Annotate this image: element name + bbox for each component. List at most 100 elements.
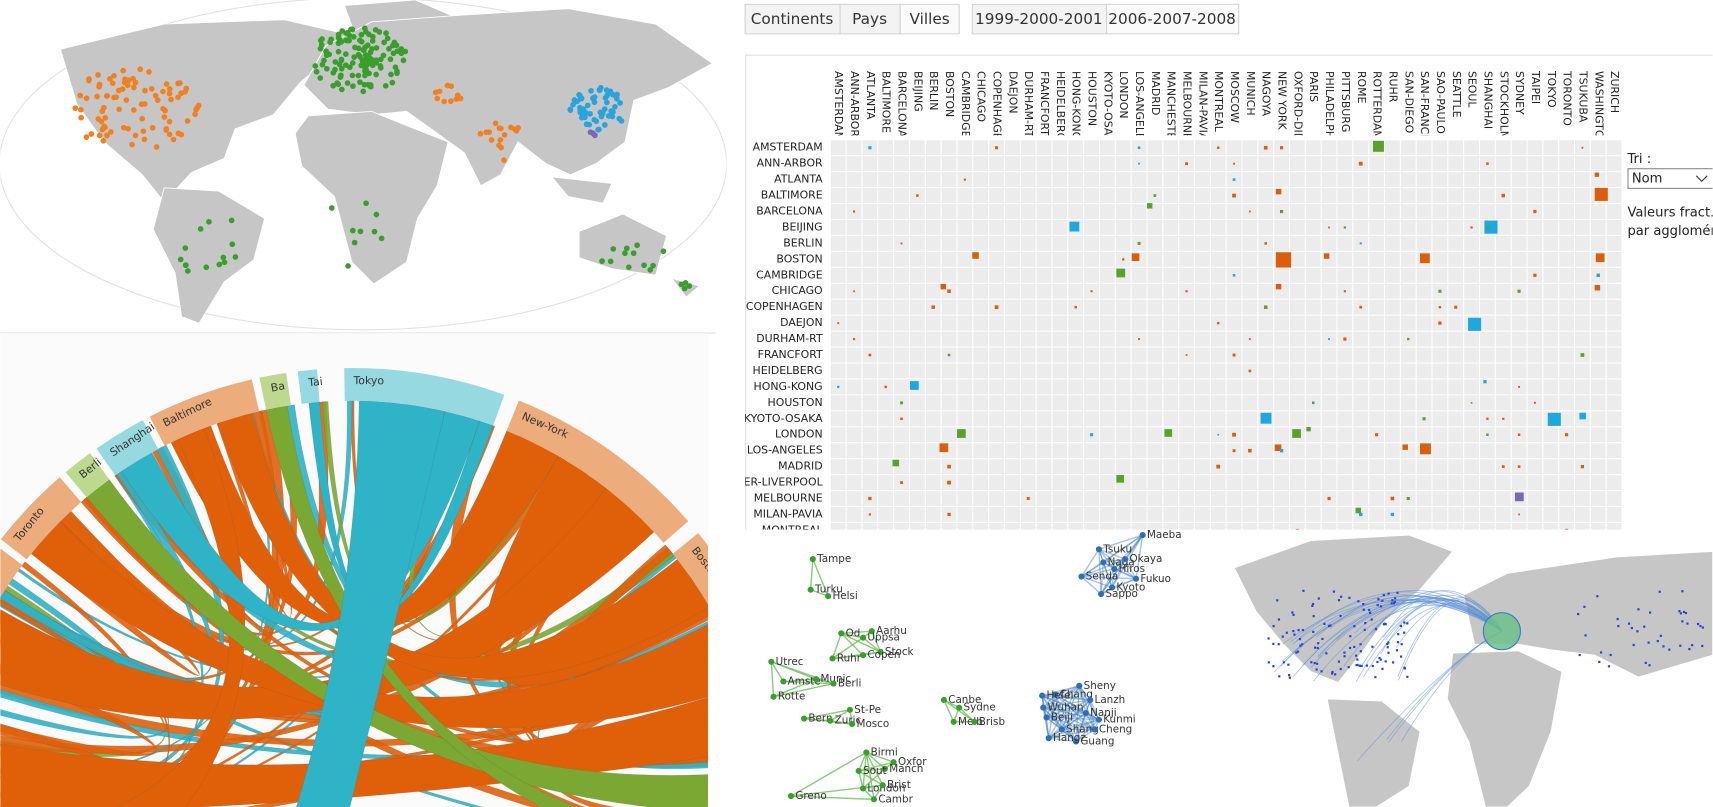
grid-cell bbox=[1353, 427, 1369, 443]
grid-cell bbox=[957, 188, 973, 204]
tab-button[interactable] bbox=[744, 3, 841, 35]
grid-cell bbox=[1163, 140, 1179, 156]
grid-cell bbox=[1606, 235, 1622, 251]
city-dot bbox=[100, 137, 107, 144]
grid-cell bbox=[1495, 491, 1511, 506]
city-square bbox=[1399, 655, 1403, 658]
city-dot bbox=[613, 95, 620, 102]
city-square bbox=[1276, 599, 1279, 602]
grid-cell bbox=[1353, 363, 1369, 379]
grid-cell bbox=[894, 299, 909, 315]
grid-cell bbox=[1147, 251, 1163, 267]
grid-cell bbox=[1210, 172, 1226, 188]
grid-cell bbox=[941, 379, 957, 395]
city-square bbox=[1583, 605, 1586, 608]
grid-cell bbox=[1147, 283, 1163, 299]
grid-cell bbox=[973, 235, 989, 251]
tab-label[interactable]: Pays bbox=[852, 10, 887, 28]
grid-cell bbox=[1385, 283, 1400, 299]
grid-cell bbox=[1020, 363, 1036, 379]
grid-cell bbox=[1527, 379, 1543, 395]
small-cell bbox=[1217, 433, 1220, 436]
grid-cell bbox=[1416, 331, 1432, 347]
city-dot bbox=[312, 63, 319, 69]
network-label: Hiros bbox=[1119, 563, 1145, 575]
city-square bbox=[1376, 603, 1379, 607]
grid-cell bbox=[1100, 220, 1115, 235]
city-square bbox=[1381, 599, 1384, 602]
tab-label[interactable]: Villes bbox=[910, 10, 950, 28]
grid-cell bbox=[1511, 363, 1527, 379]
small-cell bbox=[1343, 226, 1347, 229]
grid-cell bbox=[1210, 395, 1226, 411]
city-dot bbox=[72, 105, 79, 111]
small-cell bbox=[852, 337, 856, 341]
grid-cell bbox=[1416, 507, 1432, 522]
grid-cell bbox=[1495, 140, 1511, 156]
network-edge bbox=[832, 637, 864, 660]
grid-cell bbox=[1448, 363, 1464, 379]
grid-cell bbox=[1464, 491, 1479, 506]
grid-cell bbox=[878, 235, 894, 251]
city-dot bbox=[178, 131, 185, 138]
city-square bbox=[1272, 665, 1275, 668]
city-square bbox=[1281, 635, 1284, 638]
network-node bbox=[879, 782, 886, 789]
grid-cell bbox=[1068, 491, 1084, 506]
grid-cell bbox=[1226, 251, 1242, 267]
network-edge bbox=[1041, 695, 1095, 731]
grid-cell bbox=[1385, 379, 1400, 395]
tab-button[interactable] bbox=[971, 3, 1108, 35]
grid-cell bbox=[1179, 522, 1194, 530]
sort-value[interactable]: Nom bbox=[1632, 172, 1663, 187]
city-dot bbox=[389, 79, 396, 86]
grid-cell bbox=[1337, 347, 1353, 363]
grid-cell bbox=[1131, 188, 1147, 204]
column-label: HEIDELBERG bbox=[1054, 71, 1067, 141]
network-node bbox=[859, 785, 867, 792]
city-square bbox=[1374, 628, 1378, 631]
grid-cell bbox=[1100, 188, 1115, 204]
grid-cell bbox=[973, 347, 989, 363]
grid-cell bbox=[1321, 315, 1337, 331]
grid-cell bbox=[1559, 172, 1574, 188]
row-label: AMSTERDAM bbox=[753, 141, 823, 154]
grid-cell bbox=[1084, 459, 1099, 475]
grid-cell bbox=[1527, 522, 1543, 530]
grid-cell bbox=[989, 522, 1004, 530]
city-dot bbox=[349, 227, 356, 234]
grid-cell bbox=[957, 459, 973, 475]
grid-cell bbox=[1163, 251, 1179, 267]
sort-select[interactable] bbox=[1627, 168, 1713, 189]
tab-label[interactable]: 2006-2007-2008 bbox=[1108, 10, 1236, 28]
grid-cell bbox=[1020, 443, 1036, 459]
city-dot bbox=[335, 81, 342, 88]
tab-label[interactable]: Continents bbox=[751, 10, 834, 28]
city-square bbox=[1617, 624, 1620, 628]
grid-cell bbox=[1448, 347, 1464, 363]
grid-cell bbox=[1258, 267, 1274, 283]
tab-button-active[interactable] bbox=[899, 3, 960, 35]
tab-label[interactable]: 1999-2000-2001 bbox=[975, 10, 1103, 28]
network-node bbox=[813, 676, 820, 683]
grid-cell bbox=[1385, 251, 1400, 267]
grid-cell bbox=[989, 283, 1004, 299]
network-node bbox=[1095, 716, 1102, 723]
city-square bbox=[1684, 611, 1687, 615]
city-square bbox=[1383, 622, 1386, 625]
grid-cell bbox=[1179, 235, 1194, 251]
network-edge bbox=[1113, 534, 1144, 570]
city-square bbox=[1387, 592, 1390, 595]
grid-cell bbox=[830, 411, 846, 427]
tab-button[interactable] bbox=[839, 3, 901, 35]
city-square bbox=[1359, 650, 1362, 653]
grid-cell bbox=[846, 491, 862, 506]
tab-button-active[interactable] bbox=[1106, 3, 1240, 35]
small-cell bbox=[1248, 210, 1251, 213]
grid-cell bbox=[1163, 507, 1179, 522]
grid-cell bbox=[1511, 172, 1527, 188]
grid-cell bbox=[1068, 363, 1084, 379]
network-edge bbox=[1080, 576, 1102, 595]
grid-cell bbox=[1210, 411, 1226, 427]
